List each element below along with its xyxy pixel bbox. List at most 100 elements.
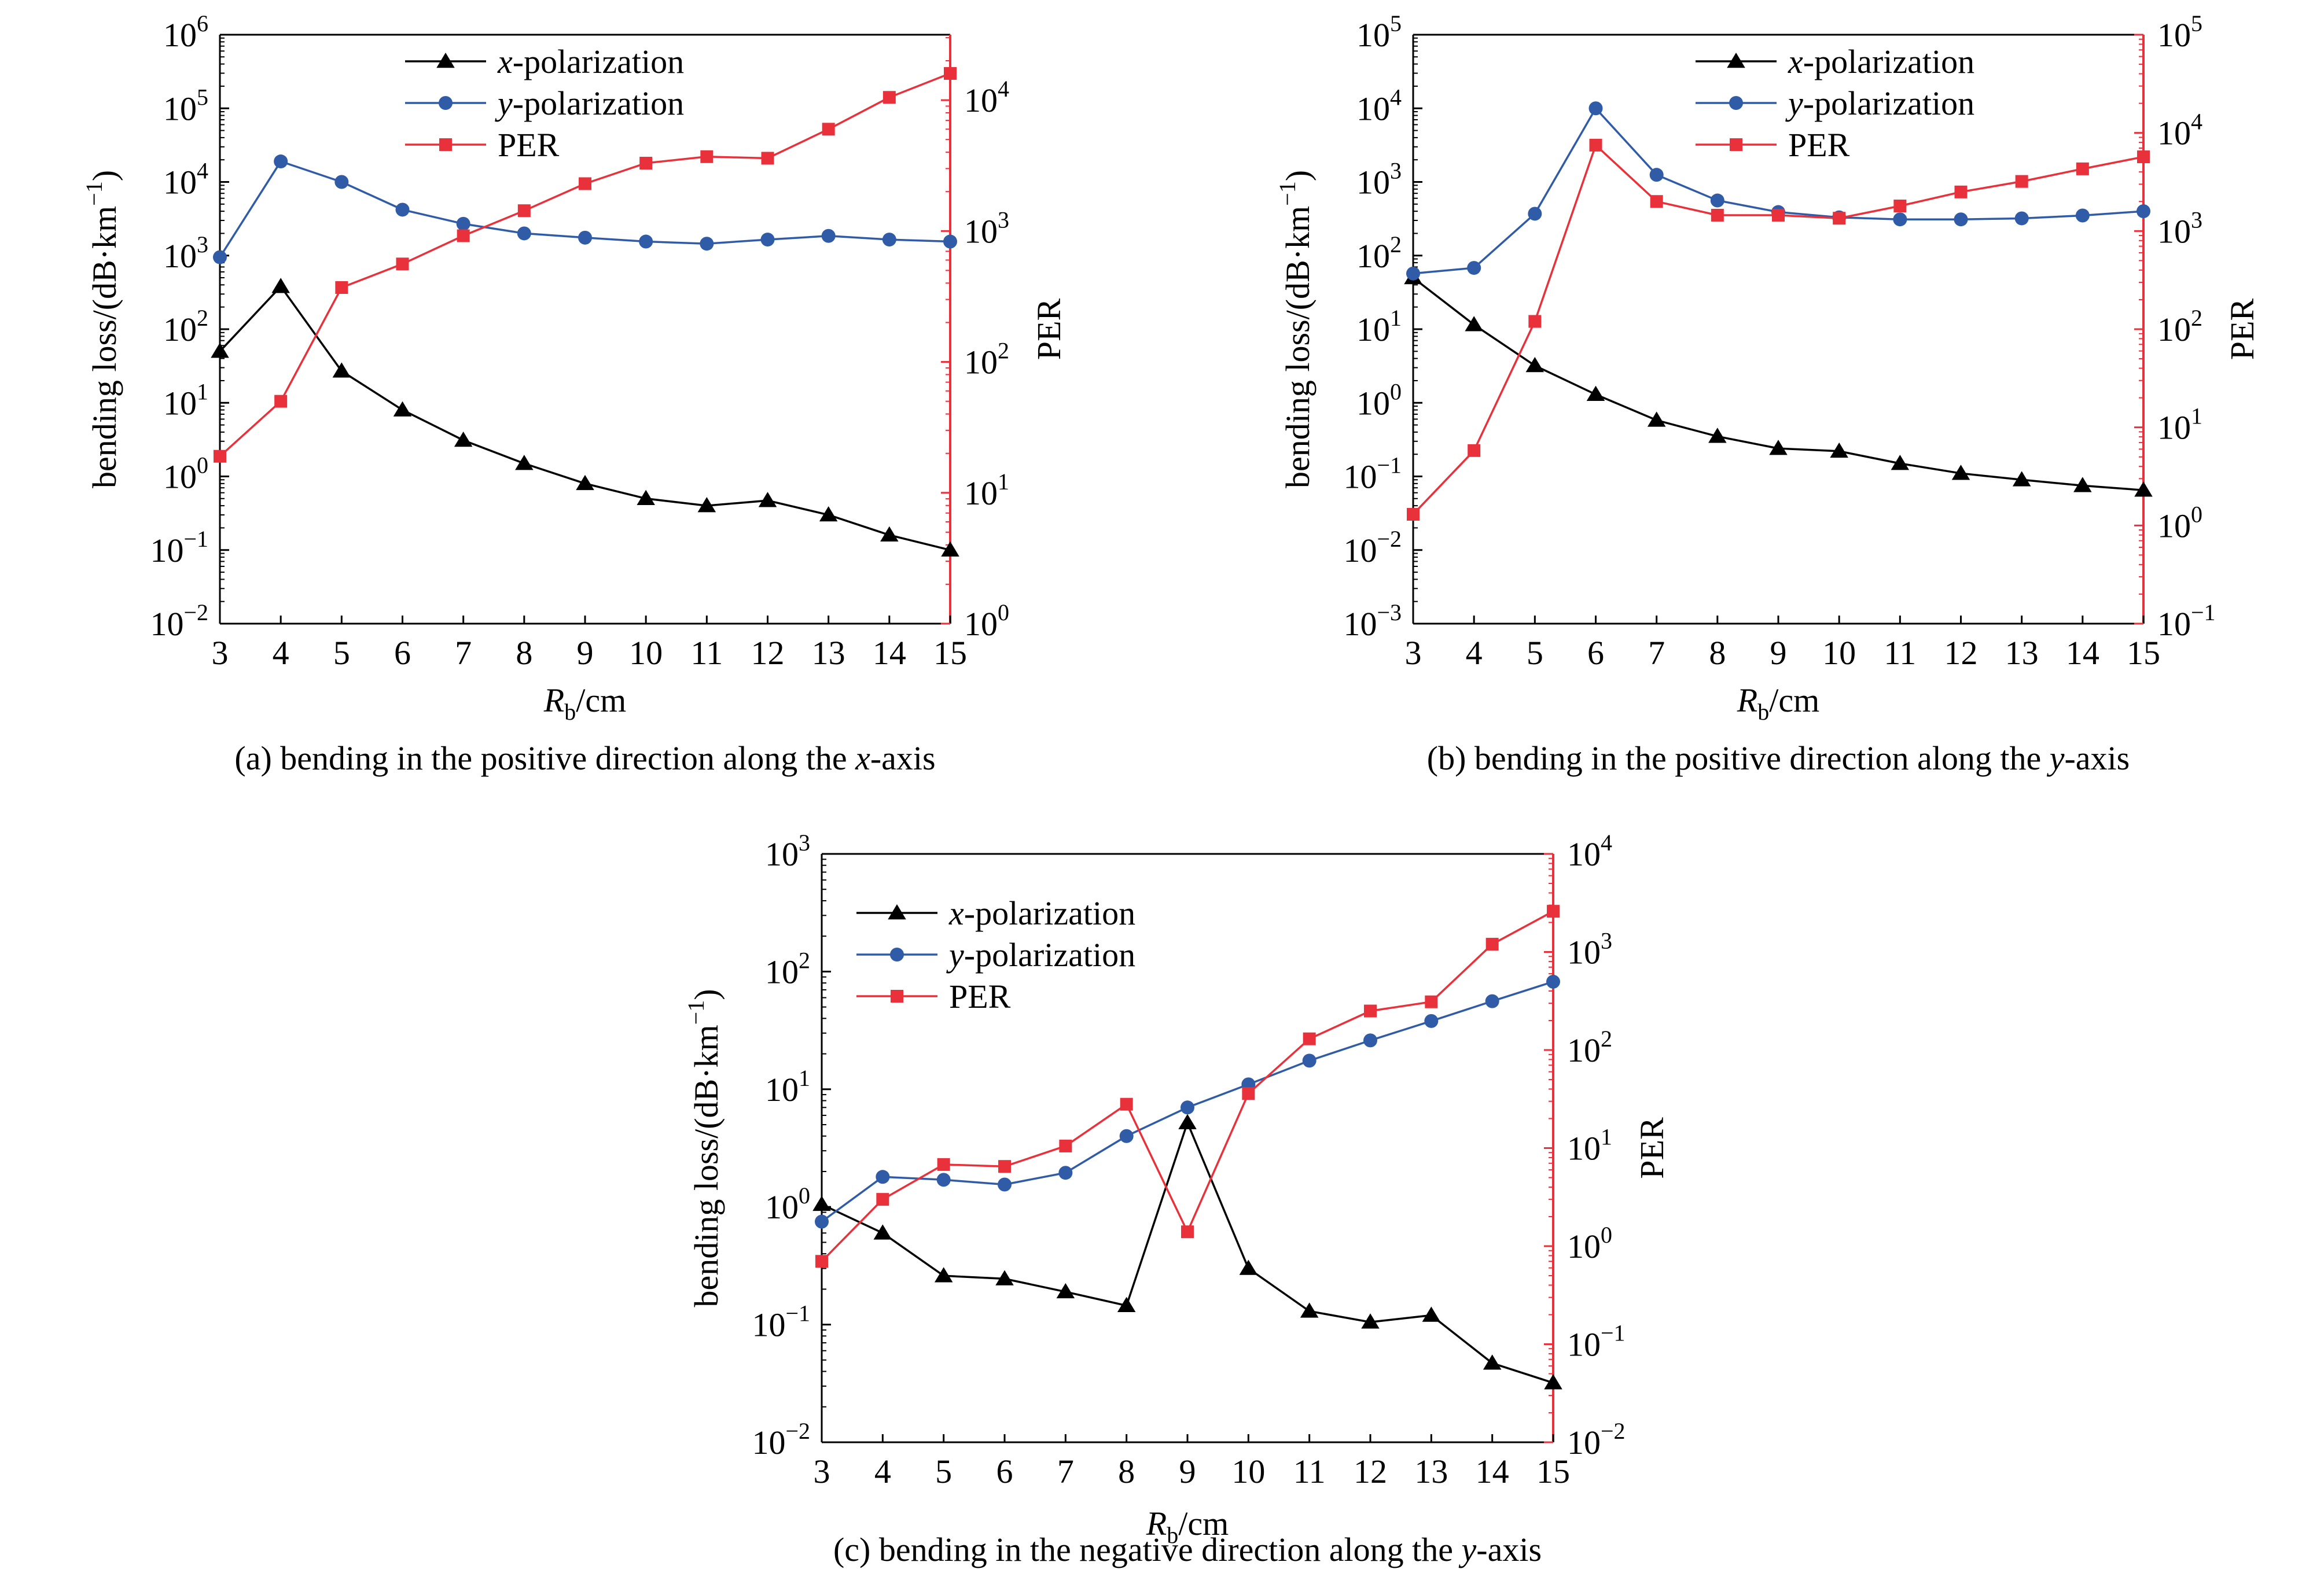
series-marker — [2134, 481, 2153, 497]
series-marker — [1181, 1225, 1194, 1239]
y-tick-label: 106 — [163, 10, 208, 54]
series-line-per — [219, 72, 951, 457]
y-tick-label: 100 — [163, 452, 208, 496]
series-marker — [934, 1267, 953, 1283]
y-tick-label-exp: 5 — [197, 84, 208, 110]
y2-tick-label-base: 10 — [2157, 409, 2191, 447]
y-tick-label: 10−1 — [150, 526, 208, 569]
y2-tick-label-base: 10 — [964, 474, 998, 512]
legend-label-text: PER — [949, 978, 1011, 1015]
y2-tick-label: 104 — [964, 76, 1009, 119]
x-tick-label: 14 — [2066, 634, 2099, 672]
series-marker — [1120, 1097, 1133, 1111]
series-marker — [995, 1270, 1014, 1285]
series-marker — [1363, 1033, 1377, 1048]
y2-axis-label: PER — [2223, 299, 2261, 360]
series-marker — [1588, 101, 1603, 116]
caption-axis: y — [1459, 1531, 1477, 1568]
series-marker — [1424, 1014, 1439, 1028]
legend-label-text: -polarization — [1803, 84, 1974, 122]
legend-label: y-polarization — [495, 84, 684, 122]
x-tick-label: 6 — [996, 1453, 1013, 1490]
y-tick-label-exp: −2 — [183, 599, 208, 625]
series-marker — [876, 1193, 889, 1206]
y-tick-label-exp: 0 — [1390, 378, 1402, 404]
series-marker — [1465, 316, 1483, 331]
caption-axis: y — [2047, 739, 2065, 777]
y-tick-label: 101 — [163, 378, 208, 422]
series-marker — [1181, 1100, 1194, 1115]
series-marker — [936, 1173, 951, 1187]
caption-axis: x — [855, 739, 870, 777]
series-marker — [700, 150, 714, 163]
series-marker — [1650, 195, 1663, 208]
y-tick-label: 105 — [1356, 10, 1402, 54]
y-axis-label: bending loss/(dB·km−1) — [683, 989, 725, 1307]
series-marker — [1954, 185, 1968, 198]
x-axis-label: Rb/cm — [543, 682, 626, 725]
y-axis-label-exp: −1 — [683, 1000, 709, 1025]
legend-label: y-polarization — [946, 936, 1135, 974]
legend-marker — [1727, 53, 1745, 68]
series-marker — [576, 474, 594, 491]
y-tick-label-base: 10 — [163, 90, 197, 127]
legend-marker — [890, 948, 904, 962]
y-tick-label-base: 10 — [163, 16, 197, 54]
series-marker — [1059, 1139, 1072, 1152]
legend-label-text: PER — [1788, 126, 1850, 164]
x-axis-label-sub: b — [564, 699, 576, 725]
x-axis-label-unit: /cm — [1769, 682, 1819, 719]
y-tick-label-exp: 3 — [197, 231, 208, 257]
y-tick-label: 101 — [765, 1065, 810, 1108]
series-marker — [1303, 1032, 1316, 1045]
series-marker — [815, 1214, 829, 1229]
y2-tick-label: 101 — [964, 469, 1009, 512]
legend-label: PER — [949, 978, 1011, 1015]
x-axis-label-sub: b — [1167, 1522, 1178, 1548]
series-marker — [937, 1158, 950, 1171]
y2-tick-label-base: 10 — [1567, 1032, 1601, 1069]
series-marker — [998, 1177, 1012, 1192]
series-marker — [1485, 994, 1499, 1008]
series-line-x — [219, 285, 951, 551]
legend-label-var: y — [946, 936, 964, 974]
series-marker — [1649, 168, 1664, 182]
series-marker — [1711, 208, 1724, 222]
series-marker — [2137, 204, 2150, 219]
series-marker — [393, 401, 412, 417]
y2-tick-label-exp: 0 — [1601, 1222, 1612, 1248]
x-tick-label: 7 — [1057, 1453, 1074, 1490]
y2-tick-label-exp: −2 — [1601, 1418, 1626, 1444]
y-tick-label-exp: −1 — [183, 526, 208, 552]
series-marker — [1647, 411, 1666, 427]
caption-tail: -axis — [870, 739, 936, 777]
series-marker — [271, 278, 290, 293]
series-marker — [1891, 455, 1910, 470]
y2-tick-label-exp: 2 — [1601, 1026, 1612, 1052]
x-tick-label: 13 — [2005, 634, 2039, 672]
series-marker — [1178, 1114, 1197, 1129]
x-tick-label: 5 — [935, 1453, 952, 1490]
caption-main: (c) bending in the negative direction al… — [833, 1531, 1462, 1568]
series-line-x — [1412, 277, 2144, 492]
series-marker — [1119, 1129, 1134, 1143]
series-marker — [1830, 442, 1848, 458]
y-tick-label-base: 10 — [1356, 384, 1390, 422]
legend-label-text: -polarization — [513, 84, 684, 122]
series-marker — [396, 257, 409, 271]
y-tick-label: 101 — [1356, 305, 1402, 348]
y-tick-label-exp: −3 — [1377, 599, 1402, 625]
y2-tick-label: 100 — [1567, 1222, 1612, 1265]
y2-tick-label-base: 10 — [1567, 835, 1601, 873]
y-tick-label-exp: 1 — [197, 378, 208, 404]
y-tick-label-base: 10 — [163, 384, 197, 422]
x-tick-label: 5 — [333, 634, 350, 672]
x-tick-label: 3 — [1405, 634, 1422, 672]
y-tick-label: 102 — [163, 305, 208, 348]
y2-tick-label: 10−1 — [1567, 1320, 1626, 1364]
x-axis-label: Rb/cm — [1737, 682, 1819, 725]
y2-tick-label-exp: 3 — [1601, 928, 1612, 954]
series-marker — [1710, 193, 1724, 208]
series-marker — [1954, 212, 1968, 227]
